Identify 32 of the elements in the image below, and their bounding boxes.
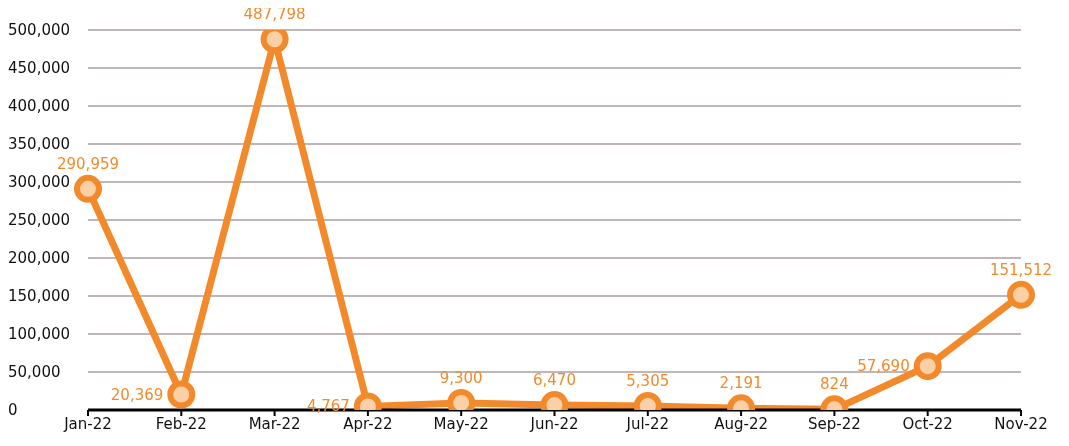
y-tick-label: 0: [8, 401, 18, 420]
y-tick-label: 150,000: [8, 287, 71, 306]
text: 2,191: [719, 374, 763, 393]
x-tick-label: Oct-22: [902, 414, 953, 433]
text: 487,798: [243, 5, 306, 24]
text: 57,690: [857, 357, 910, 376]
text: 290,959: [56, 154, 120, 173]
x-tick-label: Nov-22: [994, 414, 1048, 433]
y-tick-label: 450,000: [8, 59, 71, 78]
x-tick-label: Jan-22: [63, 414, 112, 433]
y-tick-label: 500,000: [8, 21, 71, 40]
text: 151,512: [989, 260, 1053, 279]
x-tick-label: Feb-22: [155, 414, 207, 433]
text: 9,300: [439, 368, 483, 387]
x-tick-label: Sep-22: [808, 414, 861, 433]
y-tick-label: 350,000: [8, 135, 71, 154]
text: 5,305: [626, 371, 670, 390]
x-tick-label: Mar-22: [248, 414, 301, 433]
x-tick-label: Jun-22: [529, 414, 579, 433]
y-tick-label: 200,000: [8, 249, 71, 268]
text: 6,470: [533, 371, 576, 390]
y-tick-label: 250,000: [8, 211, 71, 230]
text: 20,369: [110, 385, 164, 404]
x-tick-label: May-22: [433, 414, 489, 433]
y-tick-label: 50,000: [8, 363, 61, 382]
x-tick-label: Aug-22: [714, 414, 768, 433]
x-tick-label: Apr-22: [343, 414, 393, 433]
y-tick-label: 300,000: [8, 173, 71, 192]
text: 824: [820, 375, 849, 394]
y-tick-label: 100,000: [8, 325, 71, 344]
x-tick-label: Jul-22: [625, 414, 670, 433]
y-tick-label: 400,000: [8, 97, 71, 116]
